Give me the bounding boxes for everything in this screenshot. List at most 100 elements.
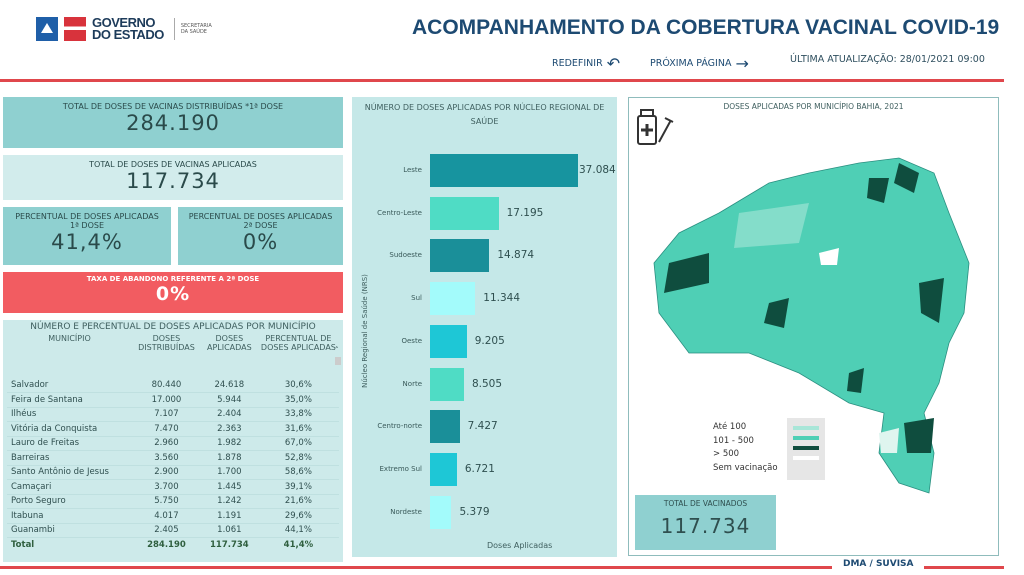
table-cell: Feira de Santana xyxy=(7,392,132,408)
table-cell: Santo Antônio de Jesus xyxy=(7,465,132,480)
map-legend: Até 100 101 - 500 > 500 Sem vacinação xyxy=(713,421,778,475)
legend-swatch xyxy=(793,426,819,430)
pct-first-dose-card: PERCENTUAL DE DOSES APLICADAS 1ª DOSE 41,4… xyxy=(3,207,171,265)
table-cell: 1.982 xyxy=(200,436,258,451)
x-axis-label: Doses Aplicadas xyxy=(487,541,553,550)
table-scrollbar[interactable]: ˄ xyxy=(335,346,341,536)
bahia-map[interactable] xyxy=(649,153,979,498)
column-header[interactable]: DOSES DISTRIBUÍDAS xyxy=(138,334,195,352)
table-cell: 2.363 xyxy=(200,421,258,437)
undo-icon: ↶ xyxy=(606,54,621,73)
table-cell: Barreiras xyxy=(7,450,132,466)
total-cell: 117.734 xyxy=(209,540,249,550)
table-cell: 7.107 xyxy=(132,407,201,422)
table-cell: 5.750 xyxy=(132,494,201,509)
table-row[interactable]: Itabuna 4.017 1.191 29,6% xyxy=(7,508,339,524)
table-cell: 1.191 xyxy=(200,508,258,524)
table-cell: 24.618 xyxy=(200,378,258,393)
bar-value-label: 17.195 xyxy=(506,206,544,219)
table-cell: 30,6% xyxy=(257,378,339,393)
table-cell: 2.960 xyxy=(132,436,201,451)
bar[interactable] xyxy=(430,452,457,486)
logo-text: GOVERNO xyxy=(92,15,155,30)
table-cell: Salvador xyxy=(7,378,132,393)
legend-label: > 500 xyxy=(713,449,740,459)
table-cell: Porto Seguro xyxy=(7,494,132,509)
reset-button[interactable]: REDEFINIR ↶ xyxy=(552,54,621,73)
table-cell: Itabuna xyxy=(7,508,132,524)
table-cell: 33,8% xyxy=(257,407,339,422)
arrow-right-icon: → xyxy=(735,54,749,73)
table-cell: 3.560 xyxy=(132,450,201,466)
bar[interactable] xyxy=(430,154,578,187)
pct-second-dose-card: PERCENTUAL DE DOSES APLICADAS 2ª DOSE 0% xyxy=(178,207,343,265)
table-row[interactable]: Vitória da Conquista 7.470 2.363 31,6% xyxy=(7,421,339,437)
bar-chart-panel: NÚMERO DE DOSES APLICADAS POR NÚCLEO REG… xyxy=(352,97,617,557)
column-header[interactable]: DOSES APLICADAS xyxy=(206,334,252,352)
table-cell: 2.404 xyxy=(200,407,258,422)
column-header[interactable]: PERCENTUAL DE DOSES APLICADAS xyxy=(260,334,336,352)
table-cell: 17.000 xyxy=(132,392,201,408)
table-row[interactable]: Santo Antônio de Jesus 2.900 1.700 58,6% xyxy=(7,465,339,480)
table-cell: 52,8% xyxy=(257,450,339,466)
total-vaccinated-card: TOTAL DE VACINADOS 117.734 xyxy=(635,495,776,550)
table-row[interactable]: Lauro de Freitas 2.960 1.982 67,0% xyxy=(7,436,339,451)
bar[interactable] xyxy=(430,282,476,316)
bar[interactable] xyxy=(430,367,464,401)
next-page-button[interactable]: PRÓXIMA PÁGINA → xyxy=(650,54,749,73)
bar-category-label: Oeste xyxy=(401,336,422,345)
table-cell: Ilhéus xyxy=(7,407,132,422)
vaccine-icon xyxy=(637,109,674,145)
table-cell: 2.405 xyxy=(132,523,201,538)
table-row[interactable]: Porto Seguro 5.750 1.242 21,6% xyxy=(7,494,339,509)
footer-divider xyxy=(0,566,832,569)
legend-swatch xyxy=(793,436,819,440)
legend-label: Até 100 xyxy=(713,422,747,432)
table-cell: 1.445 xyxy=(200,479,258,495)
map-panel: DOSES APLICADAS POR MUNICÍPIO BAHIA, 202… xyxy=(628,97,999,556)
bar-value-label: 6.721 xyxy=(464,462,495,475)
table-cell: Vitória da Conquista xyxy=(7,421,132,437)
distributed-card: TOTAL DE DOSES DE VACINAS DISTRIBUÍDAS *… xyxy=(3,97,343,148)
bar[interactable] xyxy=(430,410,460,444)
legend-swatches xyxy=(787,418,825,480)
page-title: ACOMPANHAMENTO DA COBERTURA VACINAL COVI… xyxy=(412,16,1000,39)
table-row[interactable]: Feira de Santana 17.000 5.944 35,0% xyxy=(7,392,339,408)
table-row[interactable]: Salvador 80.440 24.618 30,6% xyxy=(7,378,339,393)
table-cell: 1.878 xyxy=(200,450,258,466)
column-header[interactable]: MUNICÍPIO xyxy=(48,334,91,343)
table-cell: Camaçari xyxy=(7,479,132,495)
bar-category-label: Nordeste xyxy=(390,507,422,516)
total-cell: Total xyxy=(11,540,35,550)
chart-title: NÚMERO DE DOSES APLICADAS POR NÚCLEO REG… xyxy=(364,103,605,126)
table-cell: 7.470 xyxy=(132,421,201,437)
bar[interactable] xyxy=(430,239,490,273)
table-cell: 29,6% xyxy=(257,508,339,524)
table-cell: 2.900 xyxy=(132,465,201,480)
table-cell: 21,6% xyxy=(257,494,339,509)
legend-swatch xyxy=(793,446,819,450)
table-row[interactable]: Guanambi 2.405 1.061 44,1% xyxy=(7,523,339,538)
bar-category-label: Leste xyxy=(403,166,422,174)
table-cell: 67,0% xyxy=(257,436,339,451)
table-cell: 1.700 xyxy=(200,465,258,480)
bar[interactable] xyxy=(430,196,499,230)
table-cell: 39,1% xyxy=(257,479,339,495)
bar-value-label: 11.344 xyxy=(483,292,521,305)
table-cell: 58,6% xyxy=(257,465,339,480)
applied-card: TOTAL DE DOSES DE VACINAS APLICADAS 117.7… xyxy=(3,155,343,200)
table-cell: 1.242 xyxy=(200,494,258,509)
table-row[interactable]: Barreiras 3.560 1.878 52,8% xyxy=(7,450,339,466)
bar-category-label: Sul xyxy=(411,294,422,303)
table-cell: 44,1% xyxy=(257,523,339,538)
y-axis-label: Núcleo Regional de Saúde (NRS) xyxy=(361,274,369,388)
table-row[interactable]: Ilhéus 7.107 2.404 33,8% xyxy=(7,407,339,422)
table-total-row: Total 284.190 117.734 41,4% xyxy=(7,538,339,553)
bar-value-label: 9.205 xyxy=(474,334,505,347)
table-cell: 5.944 xyxy=(200,392,258,408)
table-row[interactable]: Camaçari 3.700 1.445 39,1% xyxy=(7,479,339,495)
bar-value-label: 5.379 xyxy=(459,505,490,518)
bar[interactable] xyxy=(430,495,452,529)
footer-divider xyxy=(924,566,1004,569)
bar[interactable] xyxy=(430,324,467,358)
